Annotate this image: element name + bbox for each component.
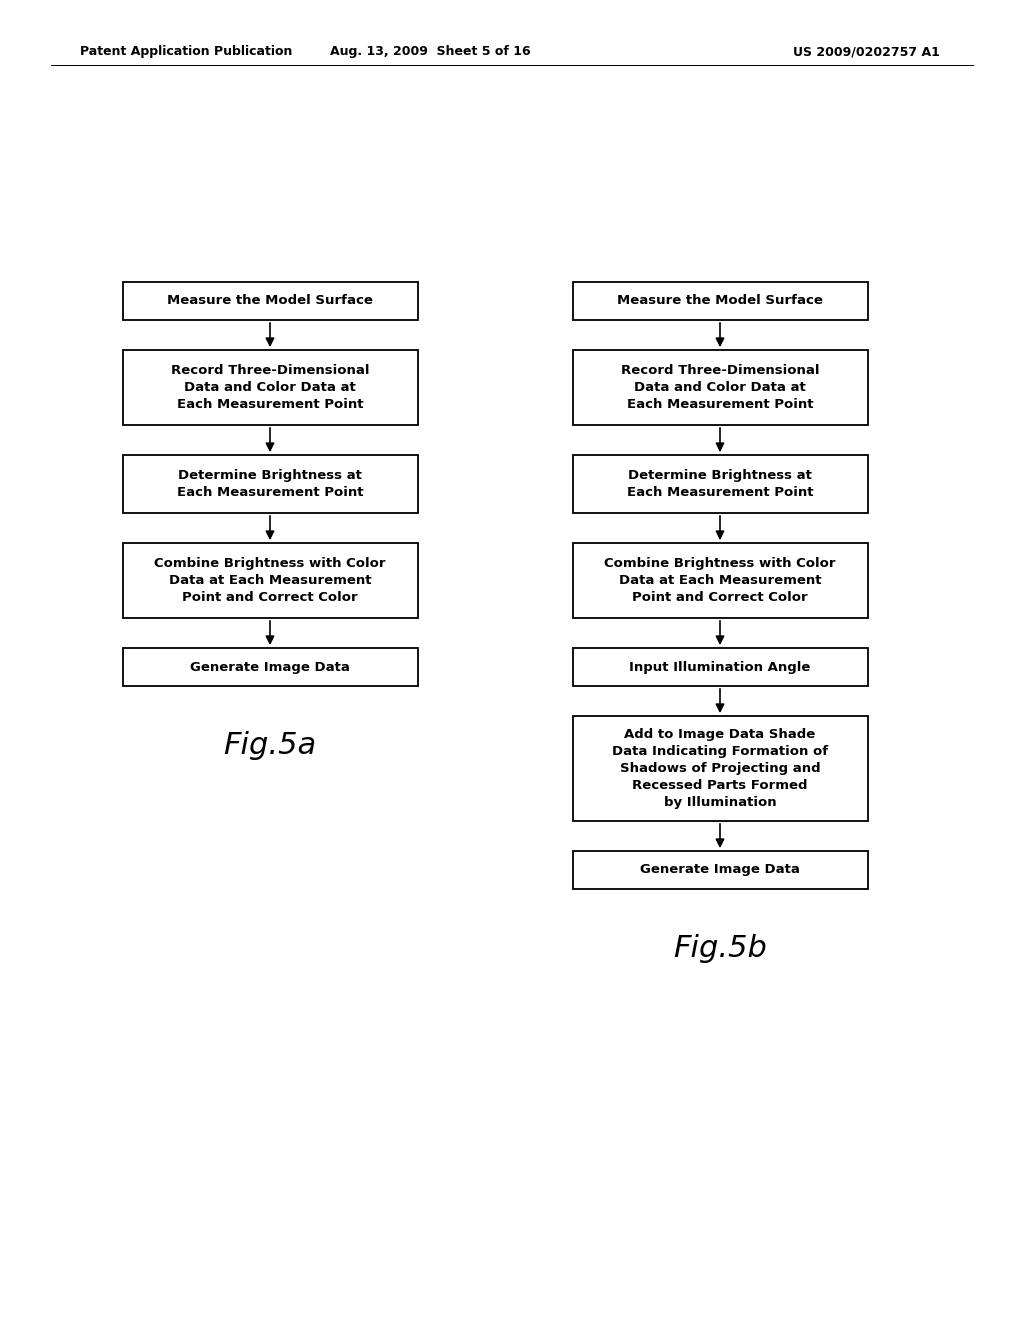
Text: US 2009/0202757 A1: US 2009/0202757 A1 <box>794 45 940 58</box>
Bar <box>572 455 867 513</box>
Bar <box>123 282 418 319</box>
Text: Measure the Model Surface: Measure the Model Surface <box>617 294 823 308</box>
Text: Record Three-Dimensional
Data and Color Data at
Each Measurement Point: Record Three-Dimensional Data and Color … <box>621 364 819 411</box>
Bar <box>572 282 867 319</box>
Text: Combine Brightness with Color
Data at Each Measurement
Point and Correct Color: Combine Brightness with Color Data at Ea… <box>604 557 836 605</box>
Bar <box>123 455 418 513</box>
Bar <box>123 648 418 686</box>
Bar <box>572 851 867 888</box>
Text: Patent Application Publication: Patent Application Publication <box>80 45 293 58</box>
Bar <box>572 350 867 425</box>
Text: Determine Brightness at
Each Measurement Point: Determine Brightness at Each Measurement… <box>177 469 364 499</box>
Text: Generate Image Data: Generate Image Data <box>190 660 350 673</box>
Text: Fig.5a: Fig.5a <box>223 731 316 760</box>
Text: Add to Image Data Shade
Data Indicating Formation of
Shadows of Projecting and
R: Add to Image Data Shade Data Indicating … <box>612 729 828 809</box>
Text: Measure the Model Surface: Measure the Model Surface <box>167 294 373 308</box>
Bar <box>572 543 867 618</box>
Text: Fig.5b: Fig.5b <box>673 935 767 964</box>
Bar <box>572 648 867 686</box>
Text: Input Illumination Angle: Input Illumination Angle <box>630 660 811 673</box>
Bar <box>572 715 867 821</box>
Text: Generate Image Data: Generate Image Data <box>640 863 800 876</box>
Bar <box>123 350 418 425</box>
Text: Aug. 13, 2009  Sheet 5 of 16: Aug. 13, 2009 Sheet 5 of 16 <box>330 45 530 58</box>
Text: Combine Brightness with Color
Data at Each Measurement
Point and Correct Color: Combine Brightness with Color Data at Ea… <box>155 557 386 605</box>
Text: Record Three-Dimensional
Data and Color Data at
Each Measurement Point: Record Three-Dimensional Data and Color … <box>171 364 370 411</box>
Bar <box>123 543 418 618</box>
Text: Determine Brightness at
Each Measurement Point: Determine Brightness at Each Measurement… <box>627 469 813 499</box>
